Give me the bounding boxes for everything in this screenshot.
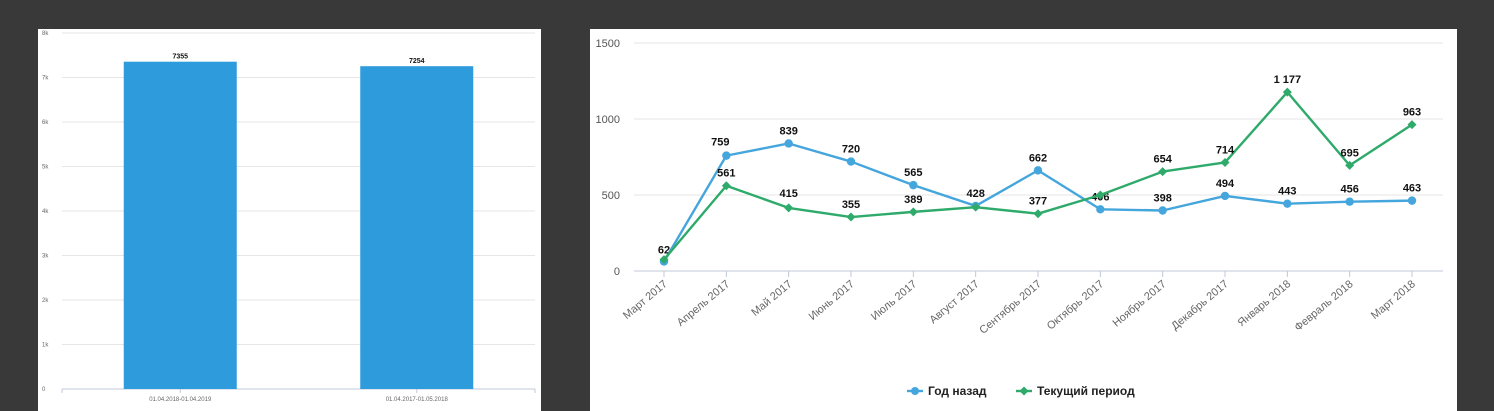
y-tick-label: 3k [42, 254, 49, 260]
data-label: 389 [904, 194, 922, 206]
data-point[interactable] [784, 203, 794, 213]
x-tick-label: Январь 2018 [1236, 278, 1294, 329]
data-label: 456 [1340, 184, 1358, 196]
x-tick-label: Сентябрь 2017 [977, 278, 1044, 337]
data-point[interactable] [1407, 120, 1417, 130]
data-point[interactable] [1345, 160, 1355, 170]
data-point[interactable] [1033, 209, 1043, 219]
bar-value-label: 7254 [409, 58, 425, 65]
bar[interactable] [360, 66, 474, 390]
x-tick-label: Март 2018 [1369, 278, 1418, 322]
data-label: 561 [717, 168, 735, 180]
data-point[interactable] [1283, 199, 1292, 208]
data-point[interactable] [1033, 166, 1043, 175]
y-tick-label: 5k [42, 165, 49, 171]
data-point[interactable] [1158, 206, 1167, 215]
x-tick-label: 01.04.2017-01.05.2018 [386, 397, 449, 403]
y-tick-label: 0 [42, 387, 46, 393]
legend-marker [1019, 386, 1029, 396]
data-label: 695 [1340, 147, 1358, 159]
data-point[interactable] [1158, 167, 1168, 177]
line-chart-panel: 0 500 1000 1500 Март 2017 Апрель 2017 Май 2017… [590, 29, 1457, 411]
x-tick-label: Май 2017 [749, 278, 794, 319]
data-label: 398 [1153, 193, 1171, 205]
data-label: 662 [1029, 152, 1047, 164]
x-tick-label: Декабрь 2017 [1169, 278, 1231, 332]
data-point[interactable] [846, 157, 856, 166]
data-point[interactable] [1407, 196, 1417, 205]
data-label: 463 [1403, 183, 1421, 195]
x-tick-label: Октябрь 2017 [1045, 278, 1106, 332]
data-label: 1 177 [1274, 74, 1302, 86]
data-label: 355 [842, 199, 860, 211]
x-tick-label: Март 2017 [621, 278, 670, 322]
data-label: 415 [779, 188, 797, 200]
x-tick-label: 01.04.2018-01.04.2019 [149, 397, 212, 403]
data-point[interactable] [1282, 87, 1292, 97]
data-point[interactable] [1345, 197, 1354, 206]
data-point[interactable] [784, 139, 793, 148]
line-chart: 0 500 1000 1500 Март 2017 Апрель 2017 Май 2017… [596, 38, 1443, 398]
y-tick-label: 2k [42, 298, 49, 304]
data-point[interactable] [659, 255, 669, 265]
data-point[interactable] [909, 180, 918, 190]
y-tick-label: 7k [42, 76, 49, 82]
legend-label[interactable]: Год назад [928, 384, 987, 398]
data-point[interactable] [1095, 190, 1105, 200]
y-tick-label: 8k [42, 31, 49, 37]
bar[interactable] [123, 61, 237, 389]
y-tick-label: 6k [42, 120, 49, 126]
data-point[interactable] [1096, 205, 1105, 214]
series-line[interactable] [663, 90, 1413, 261]
data-label: 377 [1029, 196, 1047, 208]
data-label: 565 [904, 167, 922, 179]
data-label: 963 [1403, 107, 1421, 119]
y-tick-label: 0 [614, 266, 620, 278]
data-point[interactable] [722, 151, 731, 160]
legend-label[interactable]: Текущий период [1037, 384, 1135, 398]
data-point[interactable] [908, 207, 918, 217]
x-tick-label: Ноябрь 2017 [1111, 278, 1169, 329]
x-tick-label: Июль 2017 [869, 278, 919, 323]
data-label: 759 [711, 137, 729, 149]
data-label: 839 [779, 125, 797, 137]
data-label: 654 [1153, 154, 1172, 166]
data-label: 428 [966, 188, 984, 200]
x-tick-label: Июнь 2017 [807, 278, 857, 323]
data-point[interactable] [846, 212, 856, 222]
data-point[interactable] [1220, 157, 1230, 167]
data-label: 714 [1216, 144, 1235, 156]
data-label: 62 [658, 245, 670, 257]
data-point[interactable] [721, 181, 731, 191]
y-tick-label: 1000 [596, 114, 620, 126]
bar-chart: 0 1k 2k 3k 4k 5k 6k 7k 8k 7355 01.04.2018-01.04.20… [42, 31, 536, 403]
y-tick-label: 500 [602, 190, 620, 202]
x-tick-label: Август 2017 [927, 278, 981, 326]
legend-marker [911, 387, 919, 395]
data-label: 443 [1278, 186, 1296, 198]
x-tick-label: Апрель 2017 [675, 278, 732, 329]
y-tick-label: 4k [42, 209, 49, 215]
bar-value-label: 7355 [172, 54, 188, 61]
data-point[interactable] [1220, 191, 1230, 201]
data-label: 494 [1216, 178, 1235, 190]
data-label: 720 [842, 144, 860, 156]
x-tick-label: Февраль 2018 [1293, 278, 1356, 334]
y-tick-label: 1500 [596, 38, 620, 50]
bar-chart-panel: 0 1k 2k 3k 4k 5k 6k 7k 8k 7355 01.04.2018-01.04.20… [38, 29, 541, 411]
data-point[interactable] [971, 202, 981, 212]
y-tick-label: 1k [42, 343, 49, 349]
